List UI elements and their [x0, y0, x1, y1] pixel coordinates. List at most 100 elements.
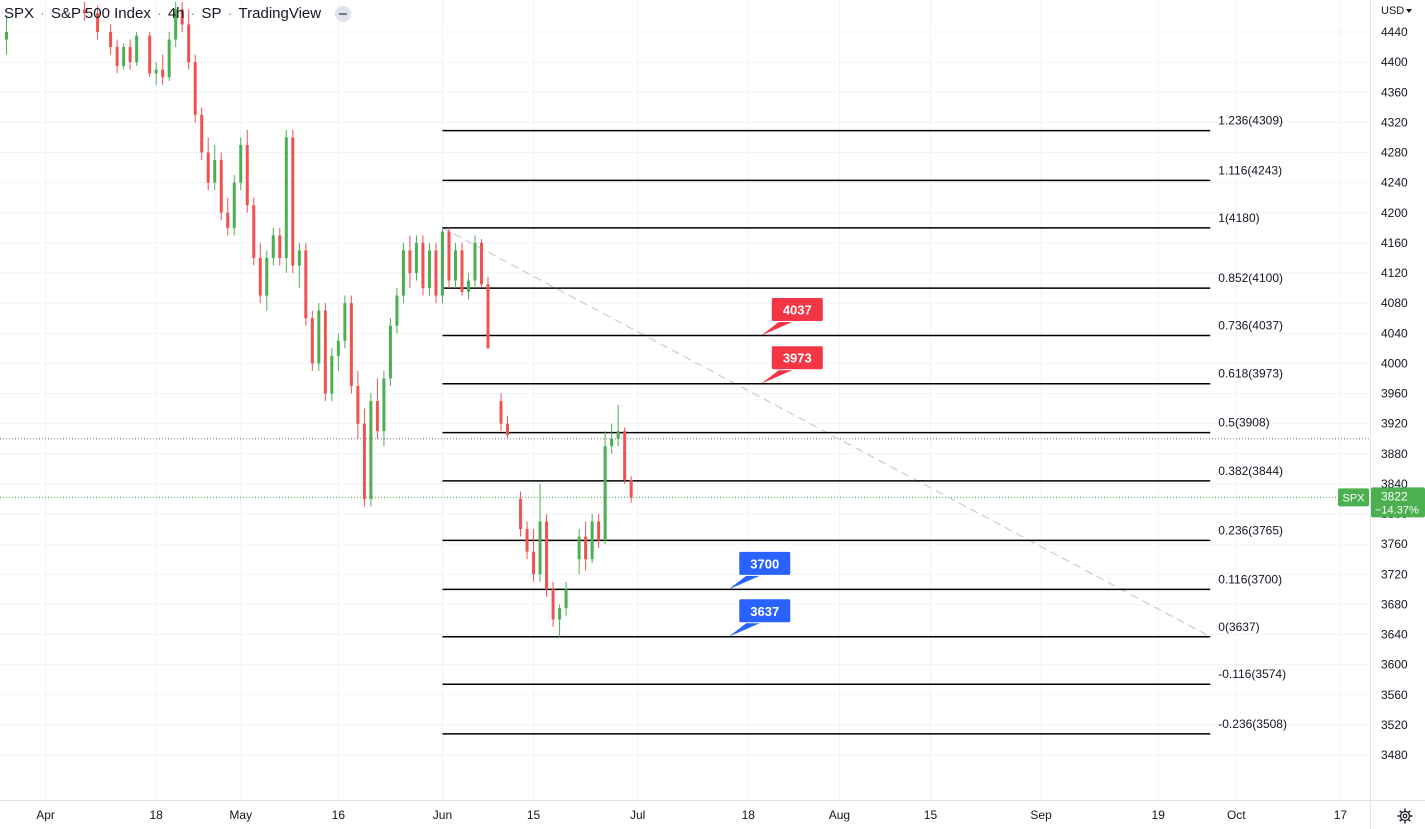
price-tick-label: 3880	[1381, 447, 1408, 461]
price-tick-label: 4120	[1381, 266, 1408, 280]
candle-body	[317, 310, 321, 364]
callout-pointer	[761, 321, 794, 336]
fib-level-label: 0.618(3973)	[1218, 367, 1283, 381]
symbol-price-tag[interactable]	[1338, 488, 1369, 507]
candle-body	[466, 280, 470, 292]
price-tick-label: 4240	[1381, 176, 1408, 190]
fib-level-label: -0.116(3574)	[1218, 667, 1286, 681]
time-tick-label: 15	[924, 808, 938, 822]
candle-body	[610, 438, 614, 447]
currency-selector[interactable]: USD	[1381, 5, 1412, 17]
candle-body	[440, 231, 444, 296]
candle-body	[623, 431, 627, 481]
time-tick-label: Jun	[433, 808, 452, 822]
candle-body	[167, 39, 171, 78]
candle-body	[174, 9, 178, 40]
fib-level-label: 0.382(3844)	[1218, 464, 1283, 478]
time-tick-label: Apr	[36, 808, 55, 822]
candle-body	[271, 235, 275, 258]
candle-body	[447, 231, 451, 281]
source-label: TradingView	[238, 5, 322, 22]
separator: ·	[227, 5, 233, 22]
price-tick-label: 3640	[1381, 628, 1408, 642]
candle-body	[597, 521, 601, 541]
interval-label[interactable]: 4h	[167, 5, 185, 22]
candle-body	[603, 446, 607, 541]
candle-body	[219, 160, 223, 213]
last-price-label[interactable]	[1371, 487, 1425, 518]
price-tick-label: 3480	[1381, 748, 1408, 762]
candle-body	[577, 536, 581, 560]
candle-body	[213, 160, 217, 183]
candle-body	[401, 250, 405, 296]
candle-body	[408, 250, 412, 273]
time-tick-label: Aug	[829, 808, 850, 822]
separator: ·	[190, 5, 196, 22]
separator: ·	[156, 5, 162, 22]
chart-header: SPX · S&P 500 Index · 4h · SP · TradingV…	[4, 5, 352, 22]
candle-body	[427, 250, 431, 289]
collapse-legend-icon[interactable]	[335, 5, 352, 22]
callout-box[interactable]	[770, 297, 824, 323]
candle-body	[109, 32, 113, 48]
settings-gear-icon[interactable]	[1396, 807, 1414, 825]
price-tick-label: 4200	[1381, 206, 1408, 220]
candle-body	[519, 498, 523, 530]
fib-level-label: 0.236(3765)	[1218, 523, 1283, 537]
price-tick-label: 3600	[1381, 658, 1408, 672]
fib-level-label: 0.5(3908)	[1218, 416, 1269, 430]
price-tick-label: 3960	[1381, 387, 1408, 401]
candle-body	[388, 325, 392, 379]
callout-label: 3973	[783, 351, 812, 366]
candle-body	[83, 9, 87, 14]
candle-body	[564, 589, 568, 609]
candle-body	[245, 144, 249, 206]
time-tick-label: 15	[527, 808, 541, 822]
candle-body	[558, 608, 562, 620]
callout-pointer	[728, 575, 761, 590]
callout-box[interactable]	[738, 598, 792, 624]
time-tick-label: 18	[742, 808, 756, 822]
time-tick-label: Sep	[1030, 808, 1052, 822]
candle-body	[193, 62, 197, 115]
fib-level-label: -0.236(3508)	[1218, 717, 1287, 731]
candle-body	[258, 257, 262, 296]
candle-body	[187, 24, 191, 63]
candle-body	[232, 182, 236, 228]
fib-level-label: 0.116(3700)	[1218, 572, 1282, 586]
candle-body	[206, 152, 210, 183]
candle-body	[362, 423, 366, 499]
price-tick-label: 3920	[1381, 417, 1408, 431]
fib-level-label: 1.116(4243)	[1218, 163, 1282, 177]
candle-body	[369, 401, 373, 499]
time-tick-label: Oct	[1227, 808, 1246, 822]
symbol-name: S&P 500 Index	[51, 5, 151, 22]
price-tick-label: 3680	[1381, 597, 1408, 611]
price-tick-label: 4080	[1381, 296, 1408, 310]
last-price-change: −14.37%	[1375, 504, 1419, 516]
fib-level-label: 1(4180)	[1218, 211, 1259, 225]
last-price-value: 3822	[1381, 489, 1408, 503]
callout-label: 3700	[750, 556, 779, 571]
candle-body	[590, 521, 594, 560]
candle-body	[395, 295, 399, 326]
price-tick-label: 4160	[1381, 236, 1408, 250]
callout-box[interactable]	[738, 550, 792, 576]
fib-level-label: 1.236(4309)	[1218, 114, 1283, 128]
candle-body	[310, 318, 314, 364]
time-tick-label: 18	[149, 808, 163, 822]
candle-body	[180, 9, 184, 25]
candle-body	[343, 303, 347, 341]
candle-body	[421, 242, 425, 289]
price-tick-label: 3840	[1381, 477, 1408, 491]
candle-body	[239, 144, 243, 183]
candle-body	[128, 47, 132, 63]
candle-body	[506, 423, 510, 435]
candle-body	[284, 137, 288, 258]
symbol-ticker[interactable]: SPX	[4, 5, 35, 22]
callout-box[interactable]	[770, 345, 824, 371]
candle-body	[265, 257, 269, 296]
candle-body	[480, 242, 484, 285]
